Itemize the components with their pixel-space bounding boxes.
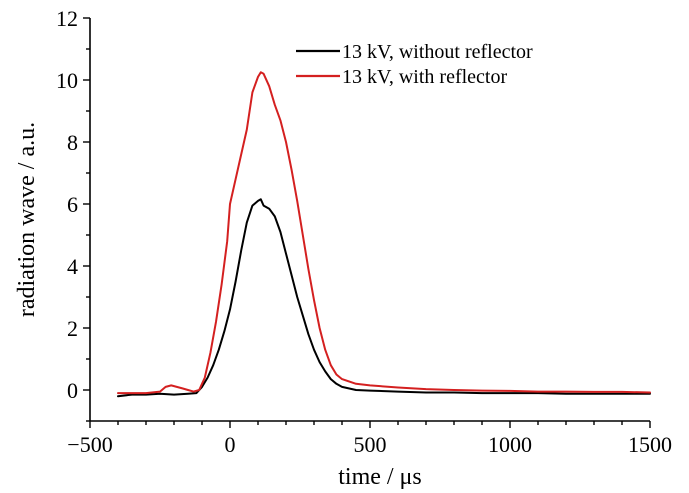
y-tick-label: 10 [56,68,78,93]
y-tick-label: 8 [67,130,78,155]
series-lines [117,71,651,398]
x-tick-label: 1500 [628,432,672,457]
y-tick-label: 4 [67,254,78,279]
x-axis-title: time / μs [338,464,422,490]
y-axis-title: radiation wave / a.u. [14,122,40,317]
y-tick-label: 12 [56,6,78,31]
y-tick-label: 2 [67,316,78,341]
axes: −500 0 500 1000 1500 0 2 4 6 8 10 12 [56,6,672,457]
y-tick-label: 6 [67,192,78,217]
legend-label: 13 kV, with reflector [342,66,507,88]
legend-label: 13 kV, without reflector [342,41,533,63]
x-tick-label: 1000 [488,432,532,457]
legend: 13 kV, without reflector 13 kV, with refl… [296,41,533,88]
x-tick-label: 500 [354,432,387,457]
series-line-without-reflector [117,198,651,398]
x-tick-label: 0 [225,432,236,457]
x-tick-label: −500 [67,432,112,457]
series-line-with-reflector [117,71,651,395]
y-tick-label: 0 [67,378,78,403]
